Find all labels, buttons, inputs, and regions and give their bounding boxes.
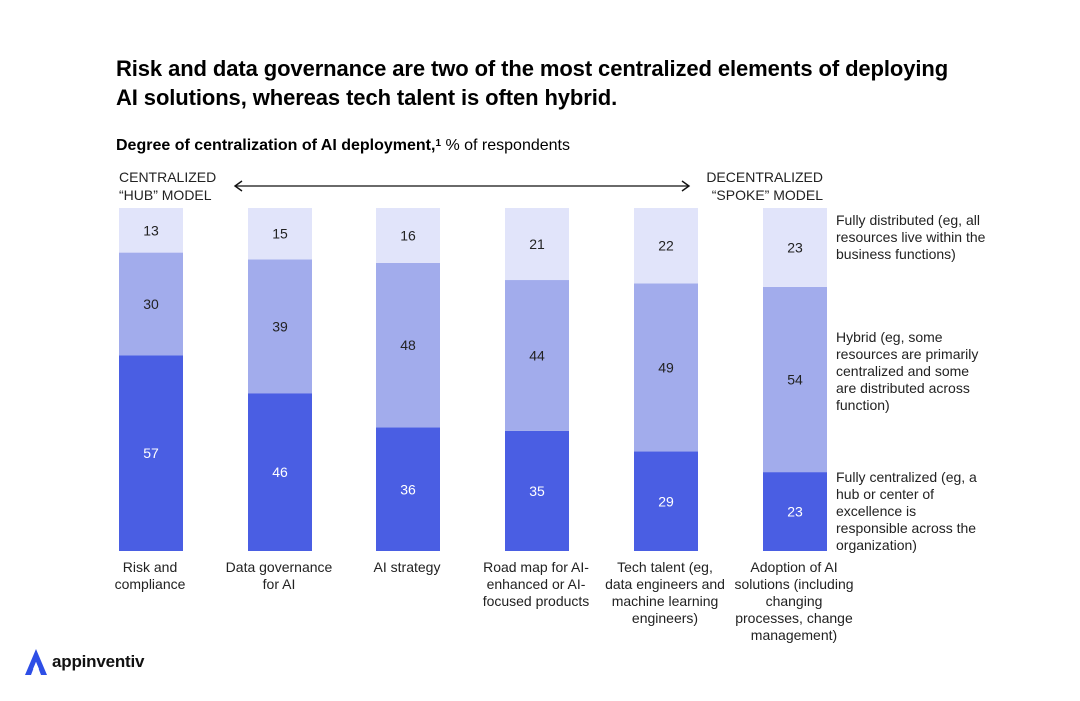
bar-fully-distributed-5 — [763, 208, 827, 287]
data-label-fully-distributed-5: 23 — [787, 239, 803, 255]
bar-fully-distributed-2 — [376, 208, 440, 263]
brand-name: appinventiv — [52, 652, 145, 671]
data-label-fully-centralized-5: 23 — [787, 504, 803, 520]
centralized-scale-label: CENTRALIZED “HUB” MODEL — [119, 168, 216, 204]
bar-fully-distributed-0 — [119, 208, 183, 253]
appinventiv-logo-icon — [25, 649, 47, 675]
data-label-fully-distributed-3: 21 — [529, 236, 545, 252]
data-label-hybrid-4: 49 — [658, 359, 674, 375]
data-label-fully-distributed-2: 16 — [400, 227, 416, 243]
data-label-hybrid-0: 30 — [143, 296, 159, 312]
chart-subtitle: Degree of centralization of AI deploymen… — [116, 136, 570, 156]
data-label-fully-centralized-3: 35 — [529, 483, 545, 499]
category-label-tech-talent: Tech talent (eg, data engineers and mach… — [605, 559, 725, 626]
bar-hybrid-5 — [763, 286, 827, 473]
centralized-line2: “HUB” MODEL — [119, 187, 212, 203]
category-label-road-map: Road map for AI-enhanced or AI-focused p… — [482, 559, 590, 609]
data-label-fully-centralized-4: 29 — [658, 493, 674, 509]
bar-fully-centralized-1 — [248, 393, 312, 551]
bar-hybrid-2 — [376, 262, 440, 428]
bar-hybrid-1 — [248, 259, 312, 394]
decentralized-line2: “SPOKE” MODEL — [711, 187, 823, 203]
data-label-fully-distributed-0: 13 — [143, 222, 159, 238]
legend-fully-distributed: Fully distributed (eg, all resources liv… — [836, 212, 986, 262]
decentralized-scale-label: DECENTRALIZED “SPOKE” MODEL — [700, 168, 823, 204]
double-arrow-icon — [233, 180, 691, 192]
subtitle-bold: Degree of centralization of AI deploymen… — [116, 137, 436, 154]
data-label-fully-distributed-4: 22 — [658, 238, 674, 254]
data-label-hybrid-2: 48 — [400, 337, 416, 353]
data-label-hybrid-5: 54 — [787, 372, 803, 388]
bar-hybrid-4 — [634, 283, 698, 452]
category-label-risk: Risk and compliance — [114, 559, 186, 592]
bar-hybrid-0 — [119, 252, 183, 356]
bar-fully-centralized-0 — [119, 355, 183, 551]
bar-fully-distributed-3 — [505, 208, 569, 281]
data-label-fully-distributed-1: 15 — [272, 226, 288, 242]
subtitle-rest: % of respondents — [445, 137, 570, 154]
data-label-hybrid-3: 44 — [529, 347, 545, 363]
subtitle-footnote: 1 — [435, 138, 442, 149]
bar-hybrid-3 — [505, 280, 569, 431]
centralized-line1: CENTRALIZED — [119, 169, 217, 185]
bar-fully-distributed-4 — [634, 208, 698, 284]
category-label-data-governance: Data governance for AI — [225, 559, 333, 592]
bar-fully-centralized-3 — [505, 430, 569, 551]
bar-fully-centralized-2 — [376, 427, 440, 551]
bar-fully-distributed-1 — [248, 208, 312, 260]
bar-fully-centralized-4 — [634, 451, 698, 551]
decentralized-line1: DECENTRALIZED — [706, 169, 823, 185]
data-label-hybrid-1: 39 — [272, 318, 288, 334]
legend-fully-centralized: Fully centralized (eg, a hub or center o… — [836, 469, 977, 553]
category-label-ai-strategy: AI strategy — [373, 559, 441, 575]
chart-title: Risk and data governance are two of the … — [116, 56, 949, 110]
bar-fully-centralized-5 — [763, 472, 827, 551]
category-label-adoption: Adoption of AI solutions (including chan… — [734, 559, 854, 643]
data-label-fully-centralized-1: 46 — [272, 464, 288, 480]
data-label-fully-centralized-2: 36 — [400, 481, 416, 497]
data-label-fully-centralized-0: 57 — [143, 445, 159, 461]
brand-logo: appinventiv — [24, 648, 144, 676]
legend-hybrid: Hybrid (eg, some resources are primarily… — [836, 329, 979, 413]
